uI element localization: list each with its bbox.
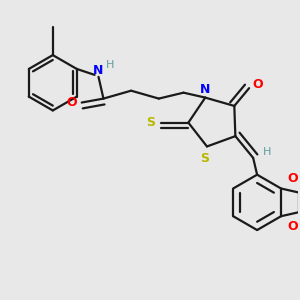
Text: O: O [67, 96, 77, 109]
Text: N: N [200, 83, 211, 96]
Text: O: O [288, 172, 298, 185]
Text: O: O [288, 220, 298, 232]
Text: O: O [253, 78, 263, 91]
Text: H: H [263, 147, 271, 157]
Text: S: S [200, 152, 209, 165]
Text: N: N [93, 64, 104, 77]
Text: S: S [146, 116, 155, 129]
Text: H: H [106, 60, 115, 70]
